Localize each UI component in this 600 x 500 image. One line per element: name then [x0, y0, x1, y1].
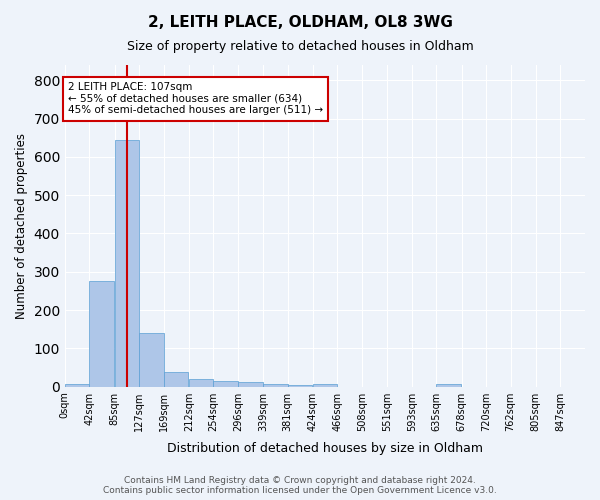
Bar: [288, 384, 313, 386]
Text: 2, LEITH PLACE, OLDHAM, OL8 3WG: 2, LEITH PLACE, OLDHAM, OL8 3WG: [148, 15, 452, 30]
Bar: [65, 384, 89, 386]
Bar: [436, 384, 461, 386]
Bar: [164, 372, 188, 386]
Bar: [238, 382, 263, 386]
Text: 2 LEITH PLACE: 107sqm
← 55% of detached houses are smaller (634)
45% of semi-det: 2 LEITH PLACE: 107sqm ← 55% of detached …: [68, 82, 323, 116]
X-axis label: Distribution of detached houses by size in Oldham: Distribution of detached houses by size …: [167, 442, 483, 455]
Text: Contains HM Land Registry data © Crown copyright and database right 2024.
Contai: Contains HM Land Registry data © Crown c…: [103, 476, 497, 495]
Bar: [189, 379, 214, 386]
Bar: [139, 333, 164, 386]
Text: Size of property relative to detached houses in Oldham: Size of property relative to detached ho…: [127, 40, 473, 53]
Y-axis label: Number of detached properties: Number of detached properties: [15, 133, 28, 319]
Bar: [313, 384, 337, 386]
Bar: [263, 384, 288, 386]
Bar: [89, 282, 114, 387]
Bar: [214, 382, 238, 386]
Bar: [115, 140, 139, 386]
